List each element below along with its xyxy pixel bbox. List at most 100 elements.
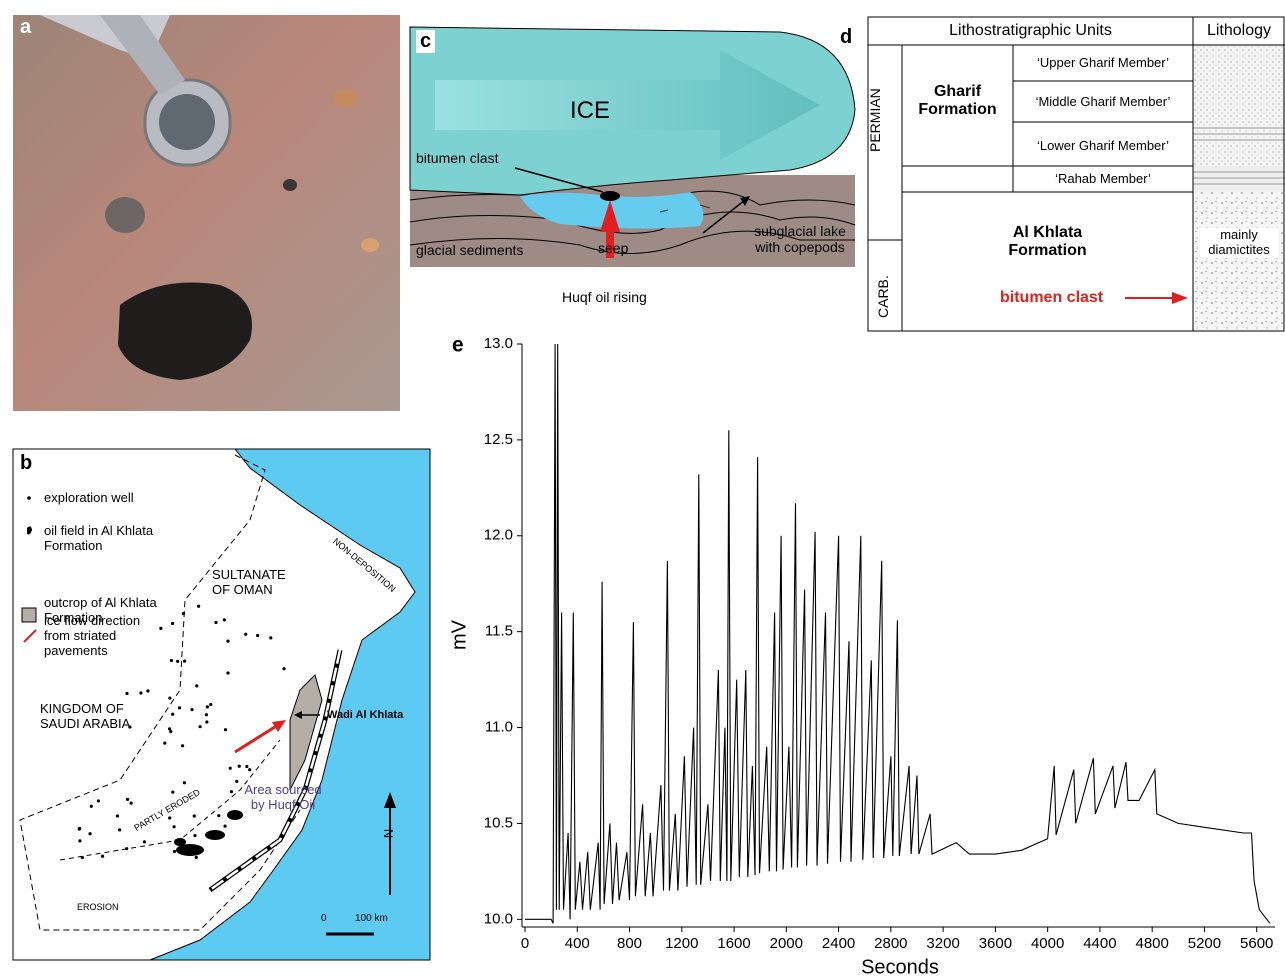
x-tick-label: 3200: [926, 935, 959, 952]
period: PERMIAN: [867, 88, 883, 152]
well-dot: [178, 706, 181, 709]
well-dot: [176, 660, 179, 663]
well-dot: [217, 814, 220, 817]
clast-label: bitumen clast: [1000, 289, 1103, 307]
well-dot: [172, 825, 175, 828]
well-dot: [81, 856, 84, 859]
x-tick-label: 5600: [1240, 935, 1273, 952]
well-dot: [195, 684, 198, 687]
diagram-label: glacial sediments: [416, 242, 523, 258]
well-dot: [163, 741, 166, 744]
well-dot: [193, 834, 196, 837]
x-tick-label: 800: [617, 935, 642, 952]
north-label: N: [380, 829, 395, 838]
period: CARB.: [875, 275, 891, 318]
x-tick-label: 4000: [1031, 935, 1064, 952]
y-tick-label: 12.0: [484, 527, 513, 544]
y-tick-label: 11.0: [485, 719, 513, 736]
photo: [13, 15, 400, 411]
ice-label: ICE: [570, 97, 610, 125]
panel-label: e: [452, 334, 464, 357]
x-tick-label: 4400: [1083, 935, 1116, 952]
well-dot: [205, 713, 208, 716]
well-dot: [245, 765, 248, 768]
diagram-label: subglacial lake with copepods: [745, 223, 855, 255]
x-tick-label: 1200: [665, 935, 698, 952]
well-dot: [223, 824, 226, 827]
well-dot: [168, 816, 171, 819]
x-tick-label: 0: [521, 935, 529, 952]
well-dot: [159, 627, 162, 630]
member: ‘Rahab Member’: [1013, 172, 1193, 187]
legend-item: ice flow direction from striated pavemen…: [44, 614, 144, 659]
scale-label: 0: [321, 913, 327, 925]
well-dot: [126, 798, 129, 801]
member: ‘Lower Gharif Member’: [1013, 139, 1193, 154]
y-tick-label: 13.0: [484, 335, 513, 352]
well-dot: [214, 621, 217, 624]
well-dot: [168, 727, 171, 730]
member: ‘Upper Gharif Member’: [1013, 56, 1193, 71]
x-tick-label: 400: [565, 935, 590, 952]
well-dot: [205, 720, 208, 723]
well-dot: [238, 765, 241, 768]
well-dot: [209, 703, 212, 706]
well-dot: [169, 730, 172, 733]
well-dot: [223, 618, 226, 621]
map-label: SULTANATE OF OMAN: [212, 568, 302, 598]
well-dot: [78, 839, 81, 842]
well-dot: [78, 827, 81, 830]
well-dot: [235, 780, 238, 783]
y-tick-label: 11.5: [485, 623, 513, 640]
well-dot: [282, 667, 285, 670]
x-tick-label: 4800: [1135, 935, 1168, 952]
well-dot: [88, 832, 91, 835]
well-dot: [146, 689, 149, 692]
well-dot: [183, 660, 186, 663]
well-dot: [101, 855, 104, 858]
well-dot: [256, 634, 259, 637]
y-axis-title: mV: [448, 619, 470, 650]
table-header: Lithology: [1193, 22, 1285, 40]
well-dot: [269, 636, 272, 639]
well-dot: [181, 744, 184, 747]
well-dot: [125, 847, 128, 850]
well-dot: [116, 814, 119, 817]
well-dot: [206, 705, 209, 708]
x-tick-label: 5200: [1188, 935, 1221, 952]
panel-label: d: [840, 26, 852, 49]
well-dot: [197, 605, 200, 608]
scale-label: 100 km: [355, 913, 388, 925]
panel-label: b: [20, 452, 32, 475]
x-tick-label: 1600: [717, 935, 750, 952]
well-dot: [139, 691, 142, 694]
well-dot: [90, 805, 93, 808]
legend-item: exploration well: [44, 491, 174, 506]
well-dot: [173, 850, 176, 853]
well-dot: [97, 799, 100, 802]
formation: Al Khlata Formation: [902, 224, 1193, 261]
diagram-label: Huqf oil rising: [562, 289, 647, 305]
well-dot: [230, 790, 233, 793]
map-label: Area sourced by Huqf Oil: [242, 783, 324, 813]
x-tick-label: 2800: [874, 935, 907, 952]
x-axis-title: Seconds: [861, 956, 939, 978]
diagram-label: bitumen clast: [416, 150, 498, 166]
signal-line: [525, 344, 1270, 923]
formation: Gharif Formation: [902, 83, 1013, 120]
well-dot: [244, 633, 247, 636]
well-dot: [118, 828, 121, 831]
y-tick-label: 12.5: [484, 431, 513, 448]
well-dot: [195, 856, 198, 859]
well-dot: [198, 725, 201, 728]
well-dot: [229, 767, 232, 770]
well-dot: [224, 728, 227, 731]
well-dot: [248, 768, 251, 771]
map-label: Wadi Al Khlata: [327, 709, 403, 722]
well-dot: [170, 659, 173, 662]
well-dot: [171, 791, 174, 794]
well-dot: [190, 708, 193, 711]
panel-label: a: [20, 16, 31, 39]
legend-item: oil field in Al Khlata Formation: [44, 524, 174, 554]
